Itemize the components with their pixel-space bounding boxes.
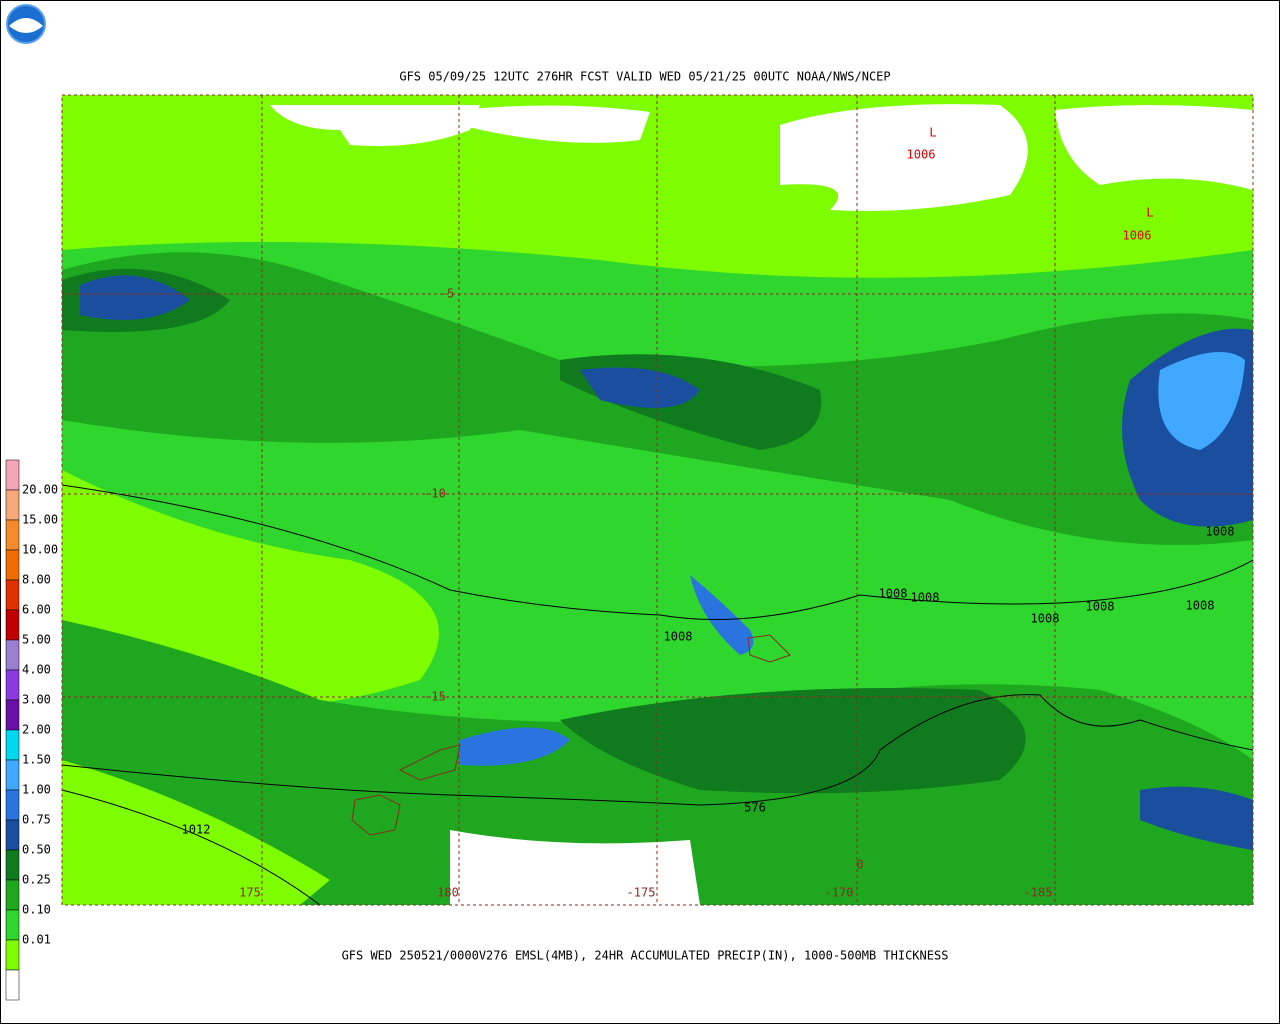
legend-label: 0.50 <box>22 843 51 857</box>
coast <box>747 634 791 663</box>
isobar <box>62 789 321 905</box>
very-heavy-area <box>460 727 570 766</box>
low-symbol: L <box>1146 206 1153 220</box>
legend-label: 0.10 <box>22 903 51 917</box>
contour-label: 1008 <box>1031 612 1060 626</box>
legend-swatch <box>5 789 20 821</box>
legend-label: 1.00 <box>22 783 51 797</box>
lat-label: -5 <box>440 287 454 301</box>
legend-swatch <box>5 639 20 671</box>
legend-swatch <box>5 609 20 641</box>
contour-label: 1008 <box>1206 525 1235 539</box>
dry-area <box>1055 105 1253 190</box>
legend-label: 0.25 <box>22 873 51 887</box>
legend-swatch <box>5 909 20 941</box>
legend-swatch <box>5 579 20 611</box>
contours <box>62 484 1253 905</box>
legend-label: 3.00 <box>22 693 51 707</box>
legend-label: 6.00 <box>22 603 51 617</box>
coast <box>351 794 401 836</box>
legend-label: 8.00 <box>22 573 51 587</box>
dry-area <box>270 105 480 146</box>
map-border <box>61 94 1254 906</box>
lat-label: -15 <box>424 690 446 704</box>
legend-swatch <box>5 699 20 731</box>
lon-label: 175 <box>239 886 261 900</box>
heavy-area <box>80 275 190 320</box>
graticule <box>62 95 1253 905</box>
legend-swatch <box>5 669 20 701</box>
legend-swatch <box>5 489 20 521</box>
legend-swatch <box>5 939 20 971</box>
legend-label: 15.00 <box>22 513 58 527</box>
contour-label: 1008 <box>1086 600 1115 614</box>
coast <box>398 744 461 781</box>
legend-swatch <box>5 879 20 911</box>
legend-label: 10.00 <box>22 543 58 557</box>
lat-label: -10 <box>424 487 446 501</box>
title: GFS 05/09/25 12UTC 276HR FCST VALID WED … <box>399 70 890 84</box>
legend-swatch <box>5 759 20 791</box>
low-symbol: L <box>929 126 936 140</box>
heavy-area <box>580 367 700 408</box>
legend-swatch <box>5 849 20 881</box>
legend-label: 0.01 <box>22 933 51 947</box>
legend-label: 4.00 <box>22 663 51 677</box>
thickness-line <box>62 694 1253 806</box>
dry-area <box>450 830 700 905</box>
legend-swatch <box>5 969 20 1001</box>
legend-label: 1.50 <box>22 753 51 767</box>
caption: GFS WED 250521/0000V276 EMSL(4MB), 24HR … <box>342 949 949 963</box>
legend-swatch <box>5 459 20 491</box>
contour-label: 1008 <box>911 591 940 605</box>
coastlines <box>351 634 791 836</box>
heavy-area <box>1140 786 1253 850</box>
low-pressure: 1006 <box>1123 229 1152 243</box>
legend-label: 0.75 <box>22 813 51 827</box>
legend-swatch <box>5 519 20 551</box>
legend-swatch <box>5 729 20 761</box>
noaa-logo <box>6 4 46 44</box>
light-band <box>62 760 330 905</box>
isobar <box>62 484 1253 620</box>
lon-label: -185 <box>1024 886 1053 900</box>
dry-area <box>780 104 1028 211</box>
legend-swatch <box>5 549 20 581</box>
low-pressure: 1006 <box>907 148 936 162</box>
very-heavy-area <box>690 575 754 655</box>
lat-label: 0 <box>856 858 863 872</box>
legend-swatch <box>5 819 20 851</box>
dry-area <box>460 105 650 143</box>
very-heavy-area <box>1158 352 1245 450</box>
legend-label: 5.00 <box>22 633 51 647</box>
lon-label: -175 <box>627 886 656 900</box>
contour-label: 1008 <box>879 587 908 601</box>
contour-label: 576 <box>744 801 766 815</box>
logo-bird <box>9 18 43 33</box>
contour-label: 1012 <box>182 823 211 837</box>
legend-label: 2.00 <box>22 723 51 737</box>
contour-label: 1008 <box>1186 599 1215 613</box>
legend-label: 20.00 <box>22 483 58 497</box>
contour-label: 1008 <box>664 630 693 644</box>
lon-label: -170 <box>825 886 854 900</box>
lon-label: 180 <box>437 886 459 900</box>
heavy-area <box>560 688 1026 794</box>
